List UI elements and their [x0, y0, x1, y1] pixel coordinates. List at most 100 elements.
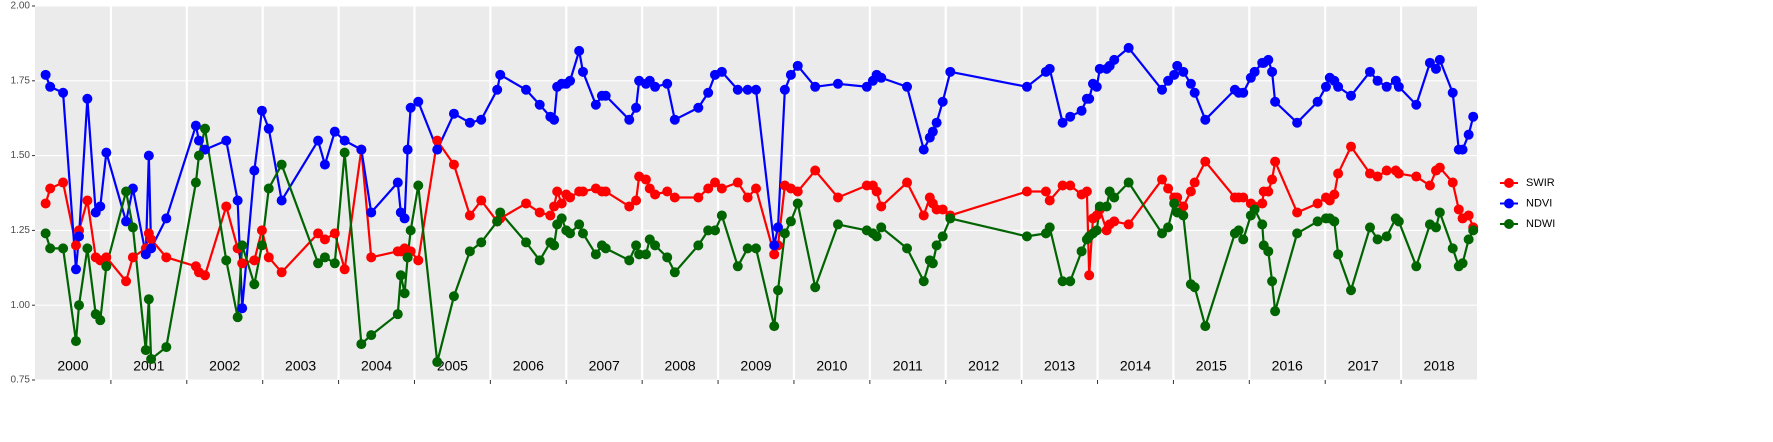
data-point [313, 258, 324, 269]
data-point [146, 234, 157, 245]
data-point [716, 183, 727, 194]
data-point [45, 81, 56, 92]
data-point [1333, 249, 1344, 260]
x-tick-label: 2001 [133, 358, 164, 374]
data-point [399, 288, 410, 299]
data-point [319, 234, 330, 245]
data-point [792, 198, 803, 209]
data-point [1346, 90, 1357, 101]
data-point [1333, 81, 1344, 92]
data-point [521, 237, 532, 248]
data-point [810, 81, 821, 92]
data-point [534, 207, 545, 218]
data-point [1044, 222, 1055, 233]
data-point [237, 240, 248, 251]
data-point [703, 225, 714, 236]
data-point [366, 330, 377, 341]
data-point [1057, 117, 1068, 128]
data-point [1346, 285, 1357, 296]
data-point [565, 75, 576, 86]
data-point [1021, 231, 1032, 242]
data-point [773, 285, 784, 296]
data-point [1249, 66, 1260, 77]
data-point [1457, 144, 1468, 155]
data-point [256, 225, 267, 236]
data-point [82, 195, 93, 206]
x-tick-label: 2010 [816, 358, 847, 374]
data-point [190, 177, 201, 188]
data-point [693, 192, 704, 203]
data-point [1333, 168, 1344, 179]
data-point [927, 258, 938, 269]
data-point [1320, 81, 1331, 92]
data-point [534, 99, 545, 110]
data-point [263, 252, 274, 263]
data-point [1457, 258, 1468, 269]
data-point [1393, 216, 1404, 227]
data-point [876, 222, 887, 233]
x-tick-label: 2006 [513, 358, 544, 374]
data-point [650, 240, 661, 251]
data-point [1263, 186, 1274, 197]
data-point [1312, 216, 1323, 227]
data-point [549, 114, 560, 125]
data-point [918, 144, 929, 155]
y-tick-label: 2.00 [11, 1, 31, 12]
data-point [1200, 114, 1211, 125]
data-point [74, 300, 85, 311]
data-point [1431, 63, 1442, 74]
data-point [521, 198, 532, 209]
data-point [792, 186, 803, 197]
data-point [237, 303, 248, 314]
data-point [631, 240, 642, 251]
data-point [121, 216, 132, 227]
data-point [549, 240, 560, 251]
data-point [577, 186, 588, 197]
data-point [945, 213, 956, 224]
data-point [1091, 225, 1102, 236]
data-point [476, 114, 487, 125]
data-point [146, 243, 157, 254]
data-point [74, 231, 85, 242]
data-point [565, 192, 576, 203]
data-point [634, 249, 645, 260]
data-point [319, 159, 330, 170]
data-point [356, 144, 367, 155]
x-tick-label: 2000 [57, 358, 88, 374]
data-point [1447, 87, 1458, 98]
data-point [1312, 96, 1323, 107]
x-tick-label: 2004 [361, 358, 392, 374]
data-point [1267, 66, 1278, 77]
data-point [1185, 78, 1196, 89]
data-point [329, 126, 340, 137]
data-point [82, 243, 93, 254]
data-point [1447, 177, 1458, 188]
data-point [650, 189, 661, 200]
y-tick-label: 1.50 [11, 150, 31, 161]
data-point [1346, 141, 1357, 152]
data-point [902, 177, 913, 188]
data-point [1189, 87, 1200, 98]
data-point [329, 228, 340, 239]
data-point [785, 216, 796, 227]
data-point [161, 252, 172, 263]
data-point [1233, 225, 1244, 236]
data-point [1381, 81, 1392, 92]
data-point [1463, 234, 1474, 245]
data-point [366, 252, 377, 263]
x-tick-label: 2011 [893, 358, 923, 374]
y-tick-label: 0.75 [11, 375, 31, 386]
data-point [1157, 84, 1168, 95]
data-point [751, 84, 761, 95]
data-point [1076, 105, 1087, 116]
data-point [779, 84, 790, 95]
data-point [448, 108, 459, 119]
data-point [1065, 276, 1076, 287]
data-point [624, 114, 635, 125]
data-point [732, 261, 743, 272]
x-tick-label: 2003 [285, 358, 316, 374]
data-point [448, 291, 459, 302]
data-point [413, 255, 424, 266]
data-point [710, 177, 721, 188]
